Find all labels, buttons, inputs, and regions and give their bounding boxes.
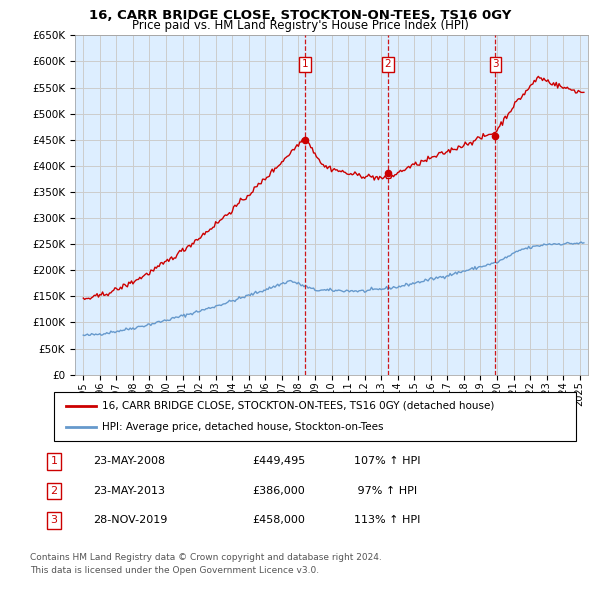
Text: 1: 1 — [302, 59, 308, 69]
Text: 23-MAY-2008: 23-MAY-2008 — [93, 457, 165, 466]
Point — [300, 135, 310, 145]
Point — [491, 131, 500, 140]
Text: Contains HM Land Registry data © Crown copyright and database right 2024.: Contains HM Land Registry data © Crown c… — [30, 553, 382, 562]
Text: 28-NOV-2019: 28-NOV-2019 — [93, 516, 167, 525]
Text: £386,000: £386,000 — [252, 486, 305, 496]
Point — [383, 169, 392, 178]
Text: Price paid vs. HM Land Registry's House Price Index (HPI): Price paid vs. HM Land Registry's House … — [131, 19, 469, 32]
Text: 97% ↑ HPI: 97% ↑ HPI — [354, 486, 417, 496]
Text: 107% ↑ HPI: 107% ↑ HPI — [354, 457, 421, 466]
Text: 2: 2 — [50, 486, 58, 496]
Text: 1: 1 — [50, 457, 58, 466]
Text: 16, CARR BRIDGE CLOSE, STOCKTON-ON-TEES, TS16 0GY (detached house): 16, CARR BRIDGE CLOSE, STOCKTON-ON-TEES,… — [102, 401, 494, 411]
Text: 3: 3 — [492, 59, 499, 69]
Text: 113% ↑ HPI: 113% ↑ HPI — [354, 516, 421, 525]
Text: 23-MAY-2013: 23-MAY-2013 — [93, 486, 165, 496]
Text: 16, CARR BRIDGE CLOSE, STOCKTON-ON-TEES, TS16 0GY: 16, CARR BRIDGE CLOSE, STOCKTON-ON-TEES,… — [89, 9, 511, 22]
Text: 3: 3 — [50, 516, 58, 525]
Text: This data is licensed under the Open Government Licence v3.0.: This data is licensed under the Open Gov… — [30, 566, 319, 575]
Text: 2: 2 — [384, 59, 391, 69]
Text: £458,000: £458,000 — [252, 516, 305, 525]
Text: £449,495: £449,495 — [252, 457, 305, 466]
Text: HPI: Average price, detached house, Stockton-on-Tees: HPI: Average price, detached house, Stoc… — [102, 422, 383, 432]
